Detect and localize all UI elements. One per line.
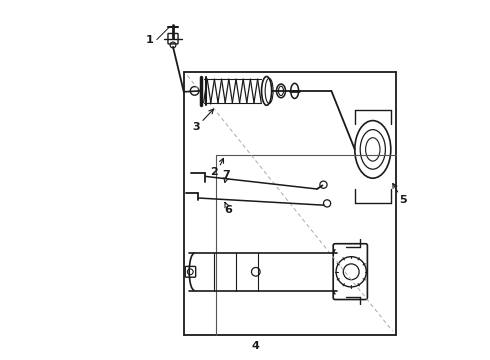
Text: 4: 4: [252, 341, 260, 351]
Text: 6: 6: [224, 205, 232, 215]
Text: 2: 2: [211, 167, 218, 177]
Text: 1: 1: [146, 35, 153, 45]
Text: 5: 5: [399, 195, 407, 205]
Text: 7: 7: [222, 170, 230, 180]
Text: 3: 3: [193, 122, 200, 132]
